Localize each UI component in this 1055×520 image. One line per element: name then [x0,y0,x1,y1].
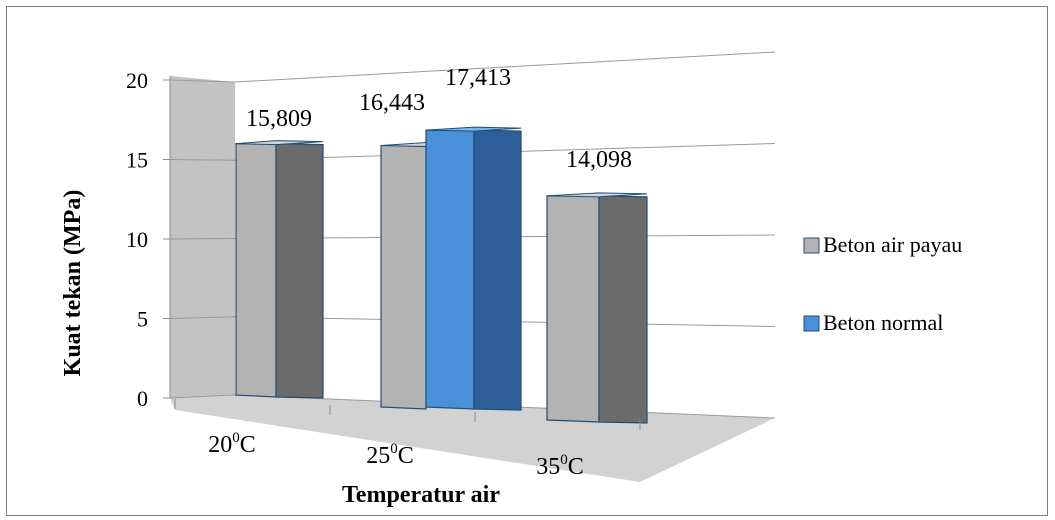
legend-swatch-payau [803,237,820,254]
bar-front-normal-1 [425,129,475,410]
data-label-payau-1: 16,443 [359,90,425,116]
legend: Beton air payau Beton normal [803,232,962,335]
legend-label-payau: Beton air payau [823,232,962,257]
gridline-wall-10 [169,238,236,240]
bar-front-payau-1 [380,144,427,410]
bar-top-payau-1 [380,142,427,148]
gridline-wall-5 [169,316,236,319]
gridline-wall-15 [169,159,236,161]
x-tick-label-2: 350C [536,452,584,480]
bar-side-payau-0 [275,143,324,399]
data-label-payau-2: 14,098 [566,147,632,173]
bar-top-payau-0 [235,140,324,146]
y-tick-label-5: 5 [137,307,148,332]
data-label-payau-0: 15,809 [246,106,312,132]
y-tick-label-15: 15 [126,148,148,173]
y-tick-label-20: 20 [126,68,148,93]
x-tick-label-1: 250C [366,441,414,469]
x-axis-title: Temperatur air [342,482,500,508]
gridline-wall-20 [169,79,236,83]
bar-top-payau-2 [546,192,648,198]
gridline-wall-0 [169,394,236,399]
y-axis-title: Kuat tekan (MPa) [60,190,86,377]
y-tick-label-0: 0 [137,386,148,411]
legend-swatch-normal [803,315,820,332]
legend-label-normal: Beton normal [823,310,943,335]
back-wall-left [170,76,235,398]
x-tick-value-0: 20 [208,432,232,458]
x-tick-sup-1: 0 [390,441,398,457]
bar-top-normal-1 [425,126,522,132]
x-tick-unit-1: C [398,443,414,469]
y-tick-label-10: 10 [126,227,148,252]
x-tick-value-2: 35 [536,454,560,480]
bar-side-normal-1 [473,129,522,411]
bar-front-payau-0 [235,143,277,398]
bar-side-payau-2 [598,195,648,424]
data-label-normal-1: 17,413 [445,65,511,91]
x-tick-value-1: 25 [366,443,390,469]
x-tick-sup-2: 0 [560,452,568,468]
gridline-20 [234,51,776,83]
x-tick-unit-2: C [568,454,584,480]
x-tick-label-0: 200C [208,430,256,458]
x-tick-sup-0: 0 [232,430,240,446]
bar-front-payau-2 [546,195,600,423]
x-tick-unit-0: C [240,432,256,458]
